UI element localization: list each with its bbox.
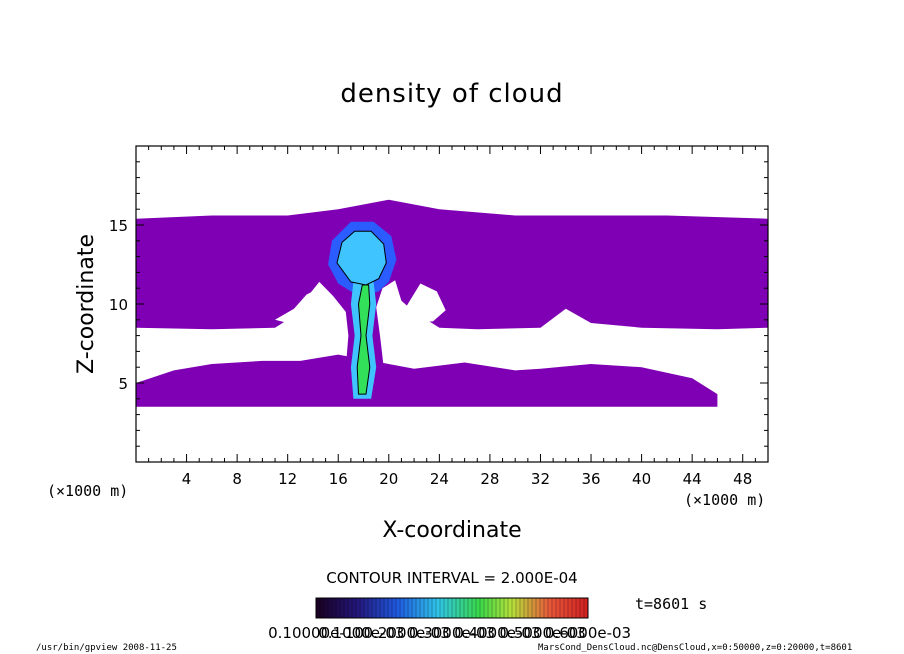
- cloud-regions: [136, 199, 768, 407]
- x-tick-label: 36: [581, 470, 600, 488]
- y-axis-label: Z-coordinate: [74, 234, 99, 374]
- y-axis-ticks: 5 10 15: [109, 161, 768, 447]
- contour-lines: [336, 230, 387, 395]
- footer-right: MarsCond_DensCloud.nc@DensCloud,x=0:5000…: [538, 643, 852, 653]
- x-tick-label: 16: [329, 470, 348, 488]
- x-tick-label: 24: [430, 470, 449, 488]
- colorbar-label: 0.10000e-10: [268, 624, 364, 642]
- x-unit-left: (×1000 m): [47, 482, 128, 500]
- colorbar: [315, 597, 589, 619]
- colorbar-label: 0.1000e-03: [318, 624, 404, 642]
- region-upper-gap-left: [275, 288, 332, 323]
- y-tick-label: 10: [109, 296, 128, 314]
- chart-title: density of cloud: [340, 79, 563, 109]
- contour-stem-core: [356, 284, 371, 395]
- colorbar-label: 0.5000e-03: [500, 624, 586, 642]
- y-tick-label: 5: [118, 375, 128, 393]
- x-tick-label: 20: [379, 470, 398, 488]
- colorbar-label: 0.3000e-03: [409, 624, 495, 642]
- footer-left: /usr/bin/gpview 2008-11-25: [36, 643, 177, 653]
- region-head-core: [337, 231, 387, 285]
- y-tick-label: 15: [109, 217, 128, 235]
- x-tick-label: 40: [632, 470, 651, 488]
- x-unit-right: (×1000 m): [684, 491, 765, 509]
- colorbar-label: 0.2000e-03: [364, 624, 450, 642]
- region-lower-cloud-layer: [136, 354, 718, 407]
- region-upper-gap-right: [398, 283, 446, 323]
- region-stem-core: [357, 285, 370, 395]
- x-tick-label: 48: [733, 470, 752, 488]
- x-axis-ticks: 4 8 12 16 20 24 28 32 36 40 44 48: [148, 146, 756, 488]
- x-tick-label: 12: [278, 470, 297, 488]
- colorbar-labels: 0.10000e-100.1000e-030.2000e-030.3000e-0…: [268, 624, 631, 642]
- contour-head-core: [336, 230, 387, 286]
- colorbar-label: 0.4000e-03: [454, 624, 540, 642]
- contour-interval: CONTOUR INTERVAL = 2.000E-04: [326, 569, 577, 587]
- x-axis-label: X-coordinate: [382, 518, 521, 543]
- x-tick-label: 32: [531, 470, 550, 488]
- colorbar-label: 0.6000e-03: [545, 624, 631, 642]
- x-tick-label: 4: [182, 470, 192, 488]
- x-tick-label: 8: [232, 470, 242, 488]
- x-tick-label: 28: [480, 470, 499, 488]
- time-label: t=8601 s: [635, 595, 707, 613]
- colorbar-bands: [319, 598, 585, 618]
- region-upper-cloud-layer: [136, 199, 768, 396]
- x-tick-label: 44: [683, 470, 702, 488]
